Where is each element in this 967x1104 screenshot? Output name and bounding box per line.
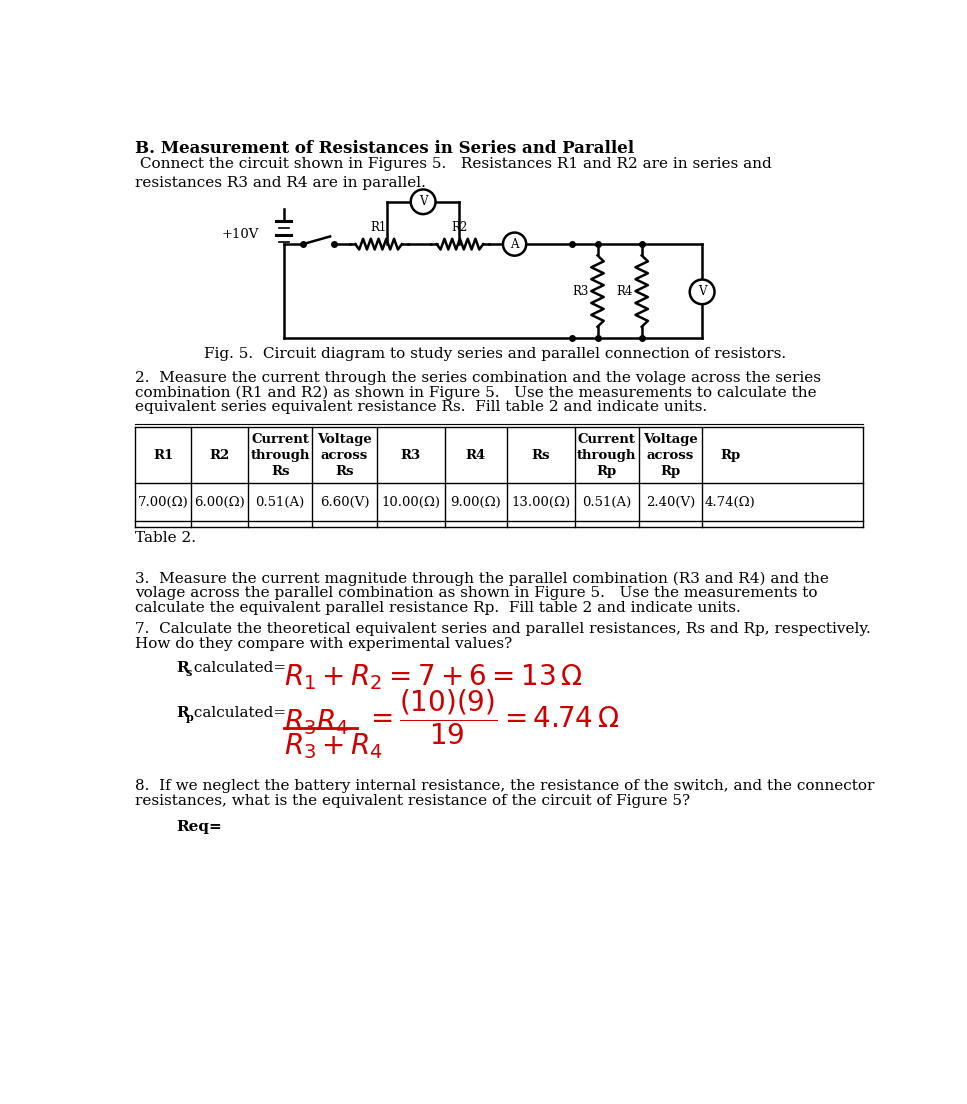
Text: Req=: Req=: [177, 820, 222, 835]
Text: $\it{R_3 R_4}$: $\it{R_3 R_4}$: [283, 708, 349, 737]
Text: Connect the circuit shown in Figures 5.   Resistances R1 and R2 are in series an: Connect the circuit shown in Figures 5. …: [134, 157, 772, 190]
Text: R: R: [177, 707, 190, 720]
Text: 8.  If we neglect the battery internal resistance, the resistance of the switch,: 8. If we neglect the battery internal re…: [134, 779, 874, 794]
Circle shape: [503, 233, 526, 256]
Text: combination (R1 and R2) as shown in Figure 5.   Use the measurements to calculat: combination (R1 and R2) as shown in Figu…: [134, 385, 816, 401]
Text: R3: R3: [400, 448, 421, 461]
Text: R3: R3: [572, 285, 589, 298]
Text: R2: R2: [452, 221, 468, 234]
Text: 2.40(V): 2.40(V): [646, 496, 695, 509]
Text: Current
through
Rs: Current through Rs: [250, 433, 309, 478]
Text: 13.00(Ω): 13.00(Ω): [512, 496, 571, 509]
Text: V: V: [698, 285, 706, 298]
Text: 3.  Measure the current magnitude through the parallel combination (R3 and R4) a: 3. Measure the current magnitude through…: [134, 572, 829, 586]
Text: volage across the parallel combination as shown in Figure 5.   Use the measureme: volage across the parallel combination a…: [134, 586, 817, 599]
Text: $= \dfrac{(10)(9)}{19} = 4.74\,\Omega$: $= \dfrac{(10)(9)}{19} = 4.74\,\Omega$: [365, 687, 619, 746]
Text: 2.  Measure the current through the series combination and the volage across the: 2. Measure the current through the serie…: [134, 371, 821, 385]
Text: R2: R2: [210, 448, 230, 461]
Text: 6.60(V): 6.60(V): [320, 496, 369, 509]
Text: Current
through
Rp: Current through Rp: [577, 433, 636, 478]
Text: How do they compare with experimental values?: How do they compare with experimental va…: [134, 637, 513, 651]
Text: A: A: [511, 237, 519, 251]
Text: 9.00(Ω): 9.00(Ω): [451, 496, 501, 509]
Text: 0.51(A): 0.51(A): [255, 496, 305, 509]
Text: s: s: [186, 667, 192, 678]
Circle shape: [689, 279, 715, 305]
Text: 4.74(Ω): 4.74(Ω): [705, 496, 756, 509]
Text: V: V: [419, 195, 427, 209]
Text: R: R: [177, 660, 190, 675]
Text: equivalent series equivalent resistance Rs.  Fill table 2 and indicate units.: equivalent series equivalent resistance …: [134, 401, 707, 414]
Text: calculated=: calculated=: [190, 707, 286, 720]
Text: R1: R1: [370, 221, 387, 234]
Text: Rs: Rs: [532, 448, 550, 461]
Text: Table 2.: Table 2.: [134, 531, 196, 545]
Text: R4: R4: [616, 285, 632, 298]
Text: calculate the equivalent parallel resistance Rp.  Fill table 2 and indicate unit: calculate the equivalent parallel resist…: [134, 601, 741, 615]
Text: 7.  Calculate the theoretical equivalent series and parallel resistances, Rs and: 7. Calculate the theoretical equivalent …: [134, 623, 870, 636]
Text: calculated=: calculated=: [190, 660, 286, 675]
Text: +10V: +10V: [221, 229, 259, 242]
Text: 10.00(Ω): 10.00(Ω): [381, 496, 440, 509]
Text: $\it{R_1 + R_2 = 7 + 6 = 13\,\Omega}$: $\it{R_1 + R_2 = 7 + 6 = 13\,\Omega}$: [283, 662, 582, 692]
Text: R1: R1: [153, 448, 173, 461]
Text: Rp: Rp: [720, 448, 741, 461]
Text: 0.51(A): 0.51(A): [582, 496, 631, 509]
Text: p: p: [186, 712, 193, 723]
Text: R4: R4: [466, 448, 486, 461]
Text: 7.00(Ω): 7.00(Ω): [137, 496, 189, 509]
Text: 6.00(Ω): 6.00(Ω): [194, 496, 245, 509]
Text: Voltage
across
Rs: Voltage across Rs: [317, 433, 372, 478]
Text: B. Measurement of Resistances in Series and Parallel: B. Measurement of Resistances in Series …: [134, 140, 634, 157]
Text: Fig. 5.  Circuit diagram to study series and parallel connection of resistors.: Fig. 5. Circuit diagram to study series …: [204, 347, 786, 361]
Text: $\it{R_3 + R_4}$: $\it{R_3 + R_4}$: [283, 731, 383, 761]
Text: Voltage
across
Rp: Voltage across Rp: [643, 433, 698, 478]
Circle shape: [411, 190, 435, 214]
Text: resistances, what is the equivalent resistance of the circuit of Figure 5?: resistances, what is the equivalent resi…: [134, 794, 689, 808]
